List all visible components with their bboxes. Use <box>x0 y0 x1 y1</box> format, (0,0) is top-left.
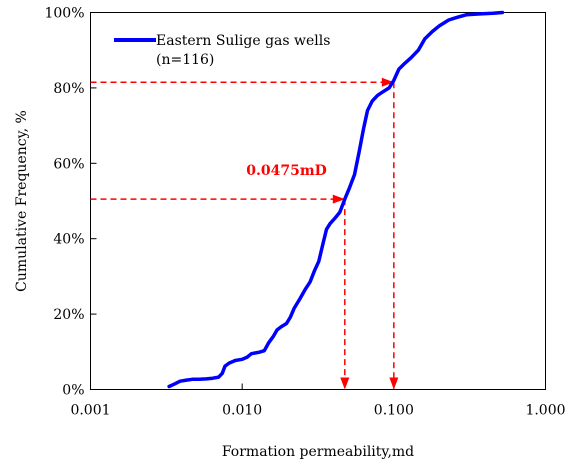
annotation-arrowhead <box>332 194 345 204</box>
legend-label-series: Eastern Sulige gas wells <box>156 33 330 49</box>
x-tick-label: 0.100 <box>374 403 414 419</box>
y-tick-label: 100% <box>44 6 84 22</box>
y-axis-title: Cumulative Frequency, % <box>14 110 30 292</box>
series-line <box>167 10 505 389</box>
legend: Eastern Sulige gas wells (n=116) <box>114 33 330 68</box>
annotation-labels: 0.0475mD <box>246 163 327 179</box>
y-tick-label: 0% <box>62 383 84 399</box>
y-tick-label: 80% <box>53 81 84 97</box>
annotation-lines <box>90 77 399 390</box>
series-group <box>167 10 505 389</box>
legend-label-count: (n=116) <box>156 52 214 68</box>
y-tick-label: 40% <box>53 232 84 248</box>
plot-frame <box>90 12 546 390</box>
x-tick-label: 1.000 <box>525 403 565 419</box>
annotation-arrowhead <box>381 77 394 87</box>
annotation-arrowhead <box>340 377 350 390</box>
x-tick-label: 0.010 <box>222 403 262 419</box>
axis-ticks: 0% 20% 40% 60% 80% 100% 0.001 0.010 0.100 1.000 <box>44 6 565 419</box>
y-tick-label: 60% <box>53 156 84 172</box>
annotation-arrowhead <box>389 377 399 390</box>
y-tick-label: 20% <box>53 307 84 323</box>
x-axis-title: Formation permeability,md <box>222 444 414 460</box>
x-tick-label: 0.001 <box>70 403 110 419</box>
annotation-label: 0.0475mD <box>246 163 327 179</box>
